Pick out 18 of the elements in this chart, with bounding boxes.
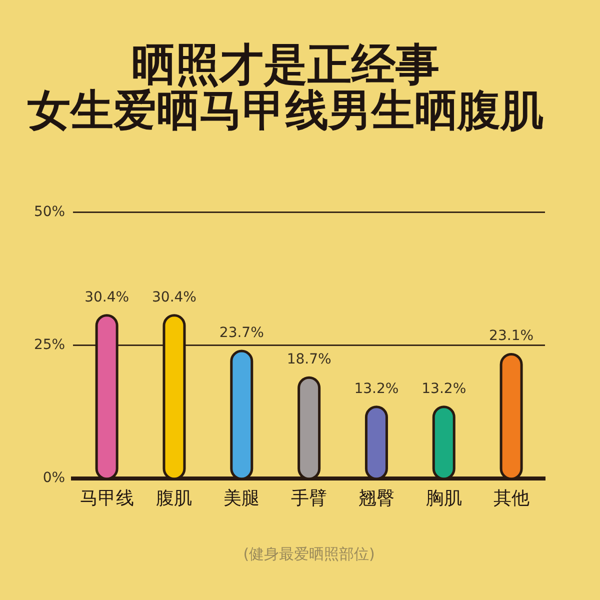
x-tick-label: 翘臀 xyxy=(358,488,394,509)
data-label: 23.7% xyxy=(219,324,264,341)
x-tick-label: 腹肌 xyxy=(156,488,192,509)
x-tick-label: 胸肌 xyxy=(426,488,462,509)
y-tick-label: 50% xyxy=(34,204,66,220)
x-tick-label: 马甲线 xyxy=(80,488,134,509)
data-label: 18.7% xyxy=(286,352,332,368)
data-label: 13.2% xyxy=(422,380,466,397)
x-tick-label: 其他 xyxy=(493,488,530,509)
x-tick-label: 美腿 xyxy=(224,488,260,509)
data-label: 23.1% xyxy=(489,328,534,344)
data-label: 30.4% xyxy=(84,289,130,306)
y-tick-label: 25% xyxy=(34,337,66,354)
x-axis-title: (健身最爱晒照部位) xyxy=(243,544,375,563)
x-tick-label: 手臂 xyxy=(291,488,328,509)
data-label: 30.4% xyxy=(152,289,196,306)
data-label: 13.2% xyxy=(354,380,399,397)
y-tick-label: 0% xyxy=(42,470,66,486)
